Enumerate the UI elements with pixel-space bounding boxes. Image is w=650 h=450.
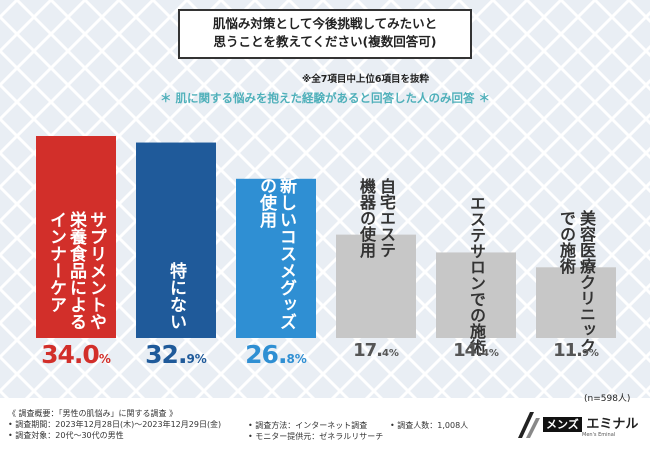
- bar-label-5: エステサロンでの施術: [467, 195, 486, 356]
- sample-size: (n=598人): [584, 394, 631, 404]
- footer-count: • 調査人数：1,008人: [390, 421, 469, 430]
- value-label-main: 26.: [245, 340, 287, 369]
- value-label-main: 14.: [453, 340, 483, 361]
- bar-label-3: 新しいコスメグッズ の使用: [256, 177, 296, 330]
- bar-label-4: 自宅エステ 機器の使用: [357, 177, 396, 258]
- value-label-5: 14.4%: [431, 340, 521, 361]
- value-label-main: 34.0: [41, 340, 100, 369]
- bar-3: [236, 178, 316, 338]
- logo-mark-icon: [518, 412, 540, 438]
- bar-5: [436, 252, 516, 338]
- logo-wordmark: メンズ エミナル: [543, 413, 638, 432]
- value-label-3: 26.8%: [231, 340, 321, 369]
- survey-footer: 《 調査概要：「男性の肌悩み」に関する調査 》 • 調査期間：2023年12月2…: [8, 408, 221, 441]
- logo-part-2: エミナル: [586, 417, 639, 432]
- title-line-2: 思うことを教えてください(複数回答可): [213, 34, 437, 49]
- value-label-main: 17.: [353, 340, 383, 361]
- bar-4: [336, 234, 416, 338]
- footer-line-3: • 調査対象：20代〜30代の男性: [8, 431, 124, 440]
- footer-line-1: 《 調査概要：「男性の肌悩み」に関する調査 》: [8, 409, 178, 418]
- bar-label-6: 美容医療クリニック での施術: [557, 210, 596, 355]
- bar-label-1: サプリメントや 栄養食品による インナーケア: [46, 211, 106, 330]
- value-label-suffix: 4%: [481, 348, 499, 359]
- title-line-1: 肌悩み対策として今後挑戦してみたいと: [212, 16, 438, 31]
- value-label-suffix: 4%: [381, 348, 399, 359]
- bar-2: [136, 142, 216, 338]
- value-label-4: 17.4%: [331, 340, 421, 361]
- logo-subtext: Men's Eminal: [582, 432, 616, 438]
- value-label-suffix: 9%: [581, 348, 599, 359]
- logo-part-1: メンズ: [543, 417, 582, 432]
- value-label-suffix: %: [98, 352, 111, 366]
- footer-provider: • モニター提供元：ゼネラルリサーチ: [248, 432, 384, 441]
- survey-footer-col2: • 調査方法：インターネット調査 • モニター提供元：ゼネラルリサーチ: [248, 420, 383, 442]
- value-label-1: 34.0%: [31, 340, 121, 369]
- value-label-2: 32.9%: [131, 340, 221, 369]
- chart-title: 肌悩み対策として今後挑戦してみたいと 思うことを教えてください(複数回答可): [178, 9, 472, 59]
- bar-1: [36, 136, 116, 338]
- value-label-suffix: 8%: [286, 352, 307, 366]
- footer-line-2: • 調査期間：2023年12月28日(木)〜2023年12月29日(金): [8, 420, 222, 429]
- note-subtitle: ＊ 肌に関する悩みを抱えた経験があると回答した人のみ回答 ＊: [159, 91, 490, 105]
- note-top: ※全7項目中上位6項目を抜粋: [302, 74, 429, 85]
- footer-method: • 調査方法：インターネット調査: [248, 421, 368, 430]
- bar-label-2: 特にない: [166, 262, 186, 330]
- value-label-6: 11.9%: [531, 340, 621, 361]
- value-label-main: 11.: [553, 340, 583, 361]
- value-label-main: 32.: [145, 340, 187, 369]
- value-label-suffix: 9%: [186, 352, 207, 366]
- bar-6: [536, 267, 616, 338]
- brand-logo: メンズ エミナル Men's Eminal: [516, 410, 644, 442]
